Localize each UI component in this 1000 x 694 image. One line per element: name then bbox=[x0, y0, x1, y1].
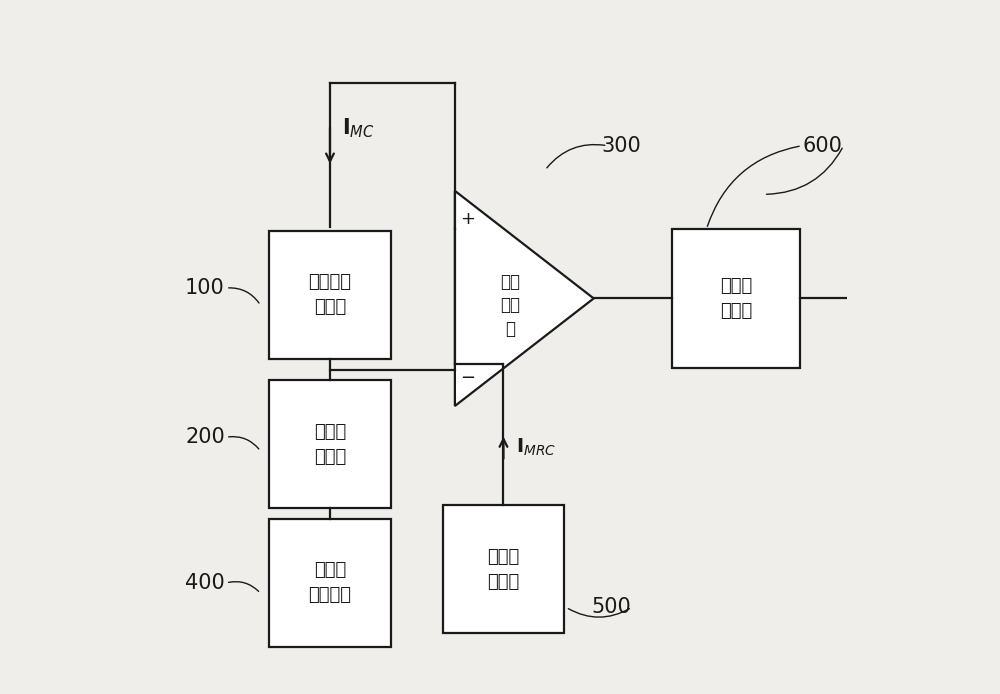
Bar bbox=[269, 519, 391, 647]
Text: $\mathbf{I}_{MC}$: $\mathbf{I}_{MC}$ bbox=[342, 117, 375, 140]
Text: $\mathbf{I}_{MRC}$: $\mathbf{I}_{MRC}$ bbox=[516, 437, 556, 458]
Text: 反馈钓位
位电路: 反馈钓位 位电路 bbox=[308, 273, 351, 316]
Text: 400: 400 bbox=[185, 573, 225, 593]
Bar bbox=[443, 505, 564, 633]
Text: 负载平
衡电路: 负载平 衡电路 bbox=[314, 423, 346, 466]
Text: 100: 100 bbox=[185, 278, 225, 298]
Bar bbox=[269, 230, 391, 359]
Text: 200: 200 bbox=[185, 428, 225, 447]
Text: 被读取
储存单元: 被读取 储存单元 bbox=[308, 561, 351, 604]
Text: 参考存
储单元: 参考存 储单元 bbox=[487, 548, 520, 591]
Bar bbox=[672, 229, 800, 368]
Bar bbox=[269, 380, 391, 508]
Polygon shape bbox=[455, 191, 594, 406]
Text: 300: 300 bbox=[602, 136, 641, 155]
Text: −: − bbox=[460, 369, 475, 387]
Text: 电流
比较
器: 电流 比较 器 bbox=[500, 273, 520, 338]
Text: 输出整
形电路: 输出整 形电路 bbox=[720, 277, 752, 320]
Text: 600: 600 bbox=[803, 136, 843, 155]
Text: +: + bbox=[460, 210, 475, 228]
Text: 500: 500 bbox=[591, 598, 631, 617]
